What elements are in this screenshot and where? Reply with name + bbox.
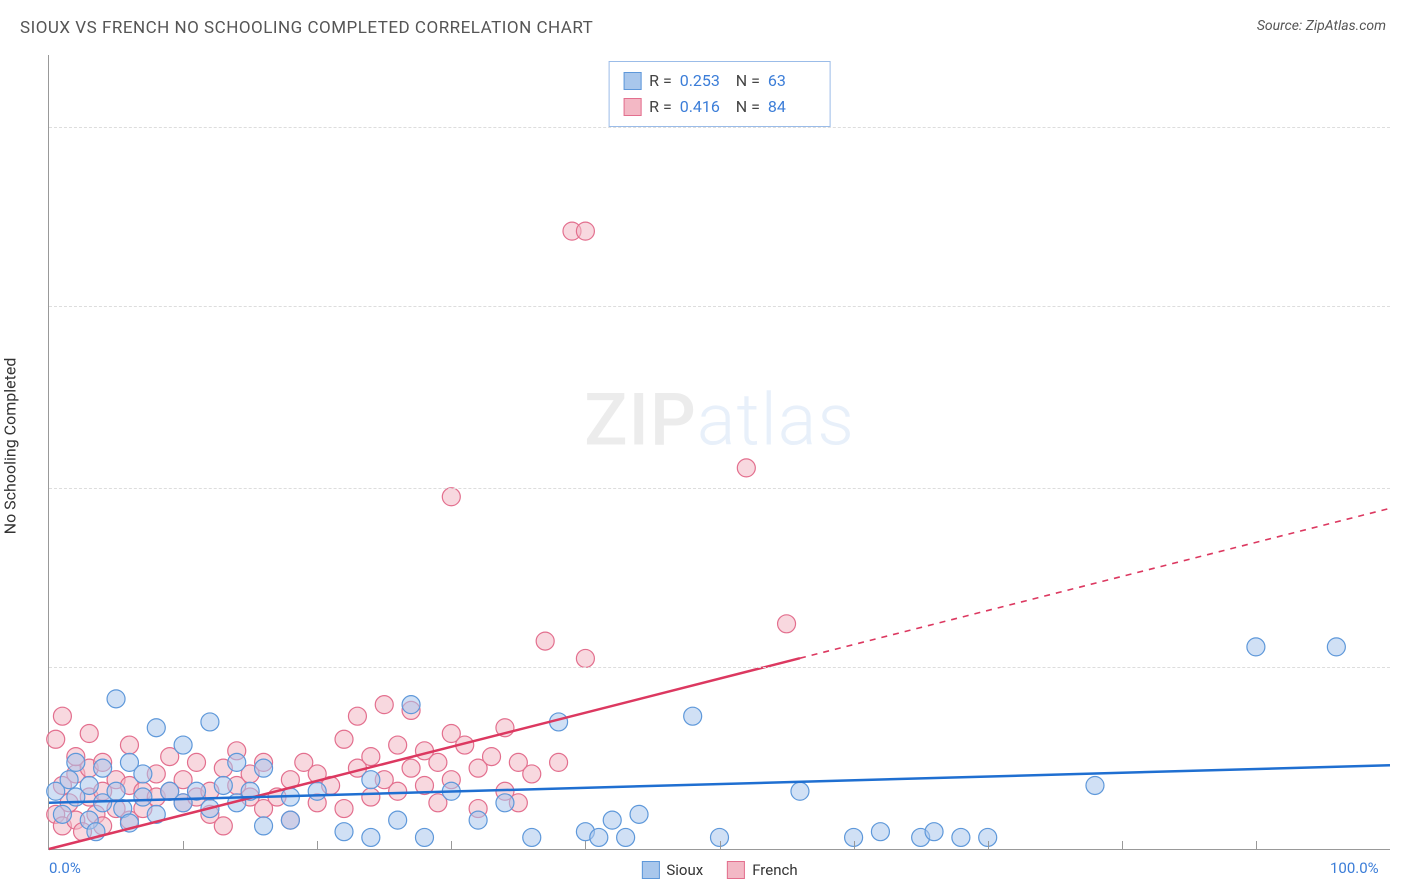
sioux-point <box>60 771 78 789</box>
y-tick-label: 18.8% <box>1397 297 1406 315</box>
sioux-point <box>147 719 165 737</box>
sioux-point <box>925 823 943 841</box>
sioux-point <box>53 805 71 823</box>
gridline <box>49 127 1390 128</box>
x-minor-tick <box>988 841 989 849</box>
french-point <box>362 748 380 766</box>
sioux-point <box>335 823 353 841</box>
french-point <box>80 725 98 743</box>
x-minor-tick <box>585 841 586 849</box>
sioux-point <box>255 759 273 777</box>
sioux-point <box>1327 638 1345 656</box>
sioux-point <box>107 690 125 708</box>
series-legend-label: French <box>752 861 797 879</box>
chart-plot-area: ZIPatlas R =0.253N =63R =0.416N =84 Siou… <box>48 55 1390 850</box>
french-point <box>536 632 554 650</box>
sioux-point <box>389 811 407 829</box>
french-point <box>47 730 65 748</box>
source-label: Source: ZipAtlas.com <box>1257 18 1386 34</box>
scatter-svg <box>49 55 1390 849</box>
french-point <box>483 748 501 766</box>
x-minor-tick <box>183 841 184 849</box>
sioux-point <box>308 782 326 800</box>
french-point <box>375 696 393 714</box>
sioux-point <box>214 776 232 794</box>
gridline <box>49 488 1390 489</box>
series-legend-item: Sioux <box>641 861 703 879</box>
sioux-point <box>1247 638 1265 656</box>
french-point <box>778 615 796 633</box>
y-axis-label: No Schooling Completed <box>1 358 20 535</box>
sioux-point <box>174 736 192 754</box>
x-minor-tick <box>317 841 318 849</box>
sioux-point <box>255 817 273 835</box>
french-point <box>523 765 541 783</box>
sioux-point <box>603 811 621 829</box>
legend-swatch <box>641 861 659 879</box>
french-point <box>335 800 353 818</box>
series-legend-item: French <box>727 861 797 879</box>
french-point <box>53 707 71 725</box>
french-point <box>576 222 594 240</box>
sioux-point <box>791 782 809 800</box>
gridline <box>49 667 1390 668</box>
sioux-point <box>67 753 85 771</box>
sioux-point <box>201 713 219 731</box>
chart-title: SIOUX VS FRENCH NO SCHOOLING COMPLETED C… <box>20 18 593 38</box>
french-point <box>389 736 407 754</box>
french-point <box>737 459 755 477</box>
series-legend: Sioux French <box>641 861 797 879</box>
french-point <box>389 782 407 800</box>
legend-swatch <box>727 861 745 879</box>
sioux-point <box>630 805 648 823</box>
series-legend-label: Sioux <box>666 861 703 879</box>
sioux-point <box>228 753 246 771</box>
x-tick-label: 100.0% <box>1330 859 1379 877</box>
sioux-point <box>952 828 970 846</box>
sioux-point <box>590 828 608 846</box>
french-point <box>550 753 568 771</box>
sioux-point <box>362 828 380 846</box>
x-minor-tick <box>720 841 721 849</box>
x-minor-tick <box>451 841 452 849</box>
french-point <box>120 736 138 754</box>
sioux-point <box>496 794 514 812</box>
y-tick-label: 25.0% <box>1397 118 1406 136</box>
sioux-point <box>362 771 380 789</box>
french-point <box>576 649 594 667</box>
sioux-point <box>684 707 702 725</box>
y-tick-label: 12.5% <box>1397 479 1406 497</box>
gridline <box>49 306 1390 307</box>
x-minor-tick <box>1122 841 1123 849</box>
sioux-point <box>281 811 299 829</box>
x-minor-tick <box>1256 841 1257 849</box>
french-point <box>335 730 353 748</box>
sioux-point <box>107 782 125 800</box>
french-point <box>402 759 420 777</box>
french-point <box>348 707 366 725</box>
sioux-point <box>617 828 635 846</box>
y-tick-label: 6.3% <box>1397 658 1406 676</box>
sioux-point <box>402 696 420 714</box>
french-point <box>362 788 380 806</box>
sioux-point <box>469 811 487 829</box>
sioux-point <box>80 776 98 794</box>
sioux-point <box>1086 776 1104 794</box>
sioux-point <box>871 823 889 841</box>
french-point <box>188 753 206 771</box>
french-trendline-dashed <box>800 508 1390 658</box>
french-point <box>429 753 447 771</box>
sioux-point <box>523 828 541 846</box>
x-minor-tick <box>854 841 855 849</box>
sioux-point <box>134 788 152 806</box>
french-point <box>442 488 460 506</box>
sioux-point <box>94 759 112 777</box>
french-point <box>214 817 232 835</box>
x-tick-label: 0.0% <box>49 859 81 877</box>
sioux-point <box>415 828 433 846</box>
sioux-point <box>134 765 152 783</box>
